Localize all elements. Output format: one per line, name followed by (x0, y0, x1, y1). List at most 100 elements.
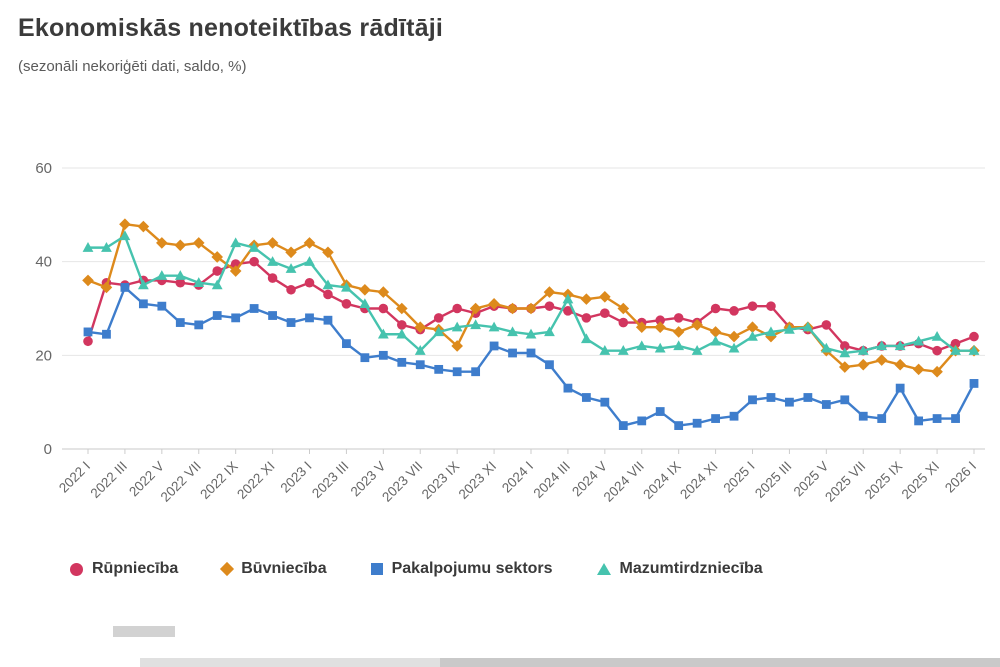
pakalpojumu-sektors-marker[interactable] (138, 299, 148, 309)
pakalpojumu-sektors-marker[interactable] (526, 348, 536, 358)
pakalpojumu-sektors-marker[interactable] (895, 383, 905, 393)
mazumtirdznieciba-marker[interactable] (101, 242, 112, 252)
rupnieciba-marker[interactable] (821, 320, 832, 330)
rupnieciba-marker[interactable] (286, 284, 296, 295)
pakalpojumu-sektors-marker[interactable] (305, 313, 314, 323)
legend-item-pakalpojumu-sektors[interactable]: Pakalpojumu sektors (370, 560, 553, 578)
buvnieciba-marker[interactable] (635, 321, 648, 334)
buvnieciba-marker[interactable] (543, 286, 556, 298)
rupnieciba-marker[interactable] (304, 277, 315, 288)
rupnieciba-marker[interactable] (396, 320, 407, 330)
rupnieciba-marker[interactable] (710, 303, 721, 314)
buvnieciba-marker[interactable] (488, 298, 500, 310)
pakalpojumu-sektors-marker[interactable] (563, 383, 573, 393)
mazumtirdznieciba-marker[interactable] (857, 345, 869, 355)
buvnieciba-marker[interactable] (894, 358, 906, 371)
pakalpojumu-sektors-marker[interactable] (711, 414, 720, 423)
pakalpojumu-sektors-marker[interactable] (102, 329, 111, 339)
rupnieciba-marker[interactable] (323, 289, 333, 300)
buvnieciba-marker[interactable] (469, 302, 482, 315)
pakalpojumu-sektors-marker[interactable] (637, 416, 647, 426)
rupnieciba-marker[interactable] (618, 317, 629, 328)
mazumtirdznieciba-marker[interactable] (341, 281, 352, 292)
pakalpojumu-sektors-marker[interactable] (360, 353, 370, 363)
buvnieciba-marker[interactable] (82, 274, 94, 287)
buvnieciba-marker[interactable] (156, 237, 168, 249)
mazumtirdznieciba-marker[interactable] (470, 319, 482, 330)
mazumtirdznieciba-marker[interactable] (802, 321, 814, 332)
pakalpojumu-sektors-marker[interactable] (157, 301, 167, 311)
legend-item-mazumtirdznieciba[interactable]: Mazumtirdzniecība (596, 560, 763, 578)
buvnieciba-marker[interactable] (137, 220, 150, 233)
pakalpojumu-sektors-marker[interactable] (858, 411, 868, 421)
pakalpojumu-sektors-marker[interactable] (452, 367, 462, 377)
mazumtirdznieciba-marker[interactable] (359, 298, 371, 309)
mazumtirdznieciba-marker[interactable] (396, 328, 408, 339)
buvnieciba-marker[interactable] (322, 246, 334, 259)
mazumtirdznieciba-marker[interactable] (876, 340, 888, 351)
pakalpojumu-sektors-marker[interactable] (212, 311, 222, 320)
buvnieciba-marker[interactable] (174, 239, 187, 252)
mazumtirdznieciba-marker[interactable] (137, 279, 149, 290)
mazumtirdznieciba-marker[interactable] (691, 345, 703, 355)
buvnieciba-marker[interactable] (691, 319, 703, 331)
pakalpojumu-sektors-marker[interactable] (581, 393, 591, 402)
mazumtirdznieciba-marker[interactable] (285, 263, 297, 273)
buvnieciba-marker[interactable] (672, 326, 685, 338)
pakalpojumu-sektors-marker[interactable] (415, 360, 425, 370)
mazumtirdznieciba-marker[interactable] (784, 323, 795, 334)
mazumtirdznieciba-marker[interactable] (82, 242, 94, 252)
rupnieciba-marker[interactable] (212, 266, 223, 276)
pakalpojumu-sektors-marker[interactable] (674, 421, 684, 430)
mazumtirdznieciba-marker[interactable] (931, 331, 943, 341)
buvnieciba-marker[interactable] (525, 302, 537, 315)
mazumtirdznieciba-marker[interactable] (267, 256, 278, 266)
pakalpojumu-sektors-marker[interactable] (397, 357, 407, 367)
buvnieciba-marker[interactable] (599, 290, 611, 303)
legend-item-buvnieciba[interactable]: Būvniecība (220, 560, 327, 578)
mazumtirdznieciba-marker[interactable] (950, 345, 961, 355)
pakalpojumu-sektors-marker[interactable] (692, 418, 702, 428)
mazumtirdznieciba-marker[interactable] (728, 342, 740, 353)
pakalpojumu-sektors-marker[interactable] (785, 397, 794, 407)
buvnieciba-marker[interactable] (119, 218, 131, 230)
pakalpojumu-sektors-marker[interactable] (83, 327, 93, 337)
buvnieciba-marker[interactable] (377, 286, 390, 298)
rupnieciba-marker[interactable] (950, 338, 961, 349)
mazumtirdznieciba-marker[interactable] (488, 321, 500, 332)
mazumtirdznieciba-marker[interactable] (248, 242, 260, 252)
pakalpojumu-sektors-marker[interactable] (286, 318, 296, 327)
pakalpojumu-sektors-marker[interactable] (231, 313, 241, 323)
pakalpojumu-sektors-marker[interactable] (655, 407, 665, 416)
pakalpojumu-sektors-marker[interactable] (268, 311, 277, 320)
buvnieciba-marker[interactable] (709, 326, 722, 338)
pakalpojumu-sektors-marker[interactable] (821, 400, 831, 409)
pakalpojumu-sektors-marker[interactable] (914, 416, 924, 426)
mazumtirdznieciba-marker[interactable] (525, 328, 537, 339)
buvnieciba-marker[interactable] (285, 246, 297, 259)
pakalpojumu-sektors-marker[interactable] (618, 421, 628, 430)
pakalpojumu-sektors-marker[interactable] (932, 414, 942, 423)
rupnieciba-marker[interactable] (83, 336, 93, 347)
rupnieciba-marker[interactable] (581, 313, 592, 323)
pakalpojumu-sektors-marker[interactable] (471, 367, 481, 377)
mazumtirdznieciba-marker[interactable] (913, 335, 925, 346)
mazumtirdznieciba-marker[interactable] (304, 256, 315, 266)
buvnieciba-marker[interactable] (395, 302, 408, 315)
rupnieciba-marker[interactable] (747, 301, 758, 311)
mazumtirdznieciba-marker[interactable] (544, 326, 555, 337)
mazumtirdznieciba-marker[interactable] (562, 293, 574, 304)
pakalpojumu-sektors-marker[interactable] (969, 379, 979, 388)
rupnieciba-marker[interactable] (563, 306, 573, 316)
mazumtirdznieciba-marker[interactable] (174, 270, 186, 280)
mazumtirdznieciba-marker[interactable] (377, 328, 389, 339)
buvnieciba-marker[interactable] (451, 340, 463, 352)
buvnieciba-marker[interactable] (100, 281, 113, 294)
buvnieciba-marker[interactable] (580, 293, 593, 305)
rupnieciba-marker[interactable] (341, 299, 352, 309)
rupnieciba-marker[interactable] (378, 303, 389, 314)
mazumtirdznieciba-marker[interactable] (765, 326, 777, 337)
mazumtirdznieciba-marker[interactable] (451, 321, 463, 332)
mazumtirdznieciba-marker[interactable] (636, 340, 648, 351)
rupnieciba-marker[interactable] (655, 315, 666, 326)
